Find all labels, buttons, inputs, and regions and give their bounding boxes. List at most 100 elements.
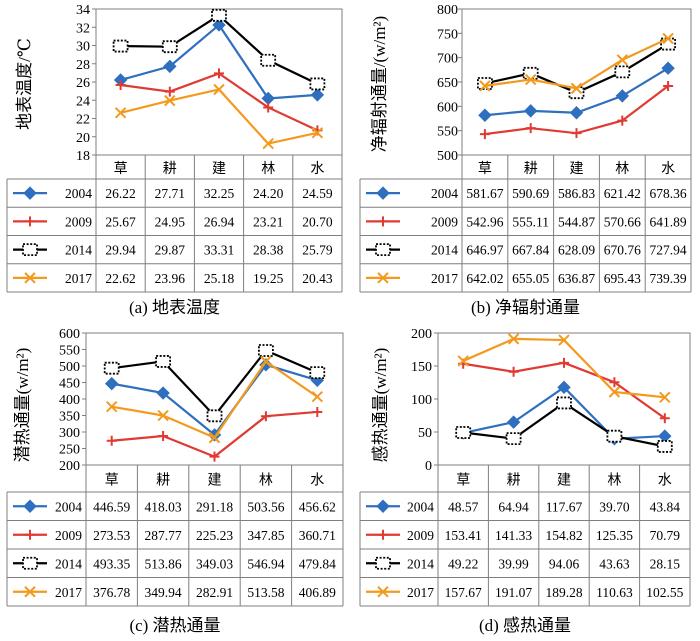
series-2017 bbox=[105, 355, 324, 444]
data-point-2017 bbox=[208, 431, 221, 444]
table-cell-value: 33.31 bbox=[204, 243, 234, 258]
table-cell-value: 479.84 bbox=[299, 556, 336, 571]
y-tick-label: 750 bbox=[437, 27, 458, 42]
table-cell-value: 503.56 bbox=[247, 499, 284, 514]
series-2004 bbox=[478, 61, 675, 122]
series-2004 bbox=[113, 18, 325, 106]
legend-label-2004: 2004 bbox=[407, 499, 434, 514]
chart-panel-1: 18 20 22 24 26 28 30 32 34 地表温度/℃ 草 耕 建 林 水 2004 26.22 27… bbox=[6, 3, 343, 317]
table-cell-value: 23.96 bbox=[155, 271, 186, 286]
table-cell-value: 695.43 bbox=[604, 271, 641, 286]
table-cell-value: 456.62 bbox=[299, 499, 336, 514]
series-2014 bbox=[476, 37, 676, 100]
table-cell-value: 513.86 bbox=[145, 556, 182, 571]
data-point-2014 bbox=[556, 396, 572, 410]
table-cell-value: 360.71 bbox=[299, 528, 336, 543]
data-point-2004 bbox=[523, 104, 538, 118]
category-label: 水 bbox=[658, 473, 672, 489]
data-point-2004 bbox=[478, 108, 492, 122]
table-cell-value: 628.09 bbox=[558, 243, 595, 258]
data-point-2009 bbox=[617, 115, 628, 126]
table-cell-value: 590.69 bbox=[512, 186, 549, 201]
table-cell-value: 347.85 bbox=[247, 528, 284, 543]
table-cell-value: 39.99 bbox=[498, 556, 529, 571]
table-cell-value: 141.33 bbox=[495, 528, 532, 543]
y-tick-label: 32 bbox=[76, 21, 90, 36]
legend-label-2009: 2009 bbox=[431, 214, 458, 229]
table-cell-value: 94.06 bbox=[549, 556, 580, 571]
table-cell-value: 406.89 bbox=[299, 585, 336, 600]
data-point-2009 bbox=[214, 68, 224, 79]
table-cell-value: 117.67 bbox=[546, 499, 583, 514]
data-point-2004 bbox=[104, 376, 119, 391]
y-tick-label: 100 bbox=[411, 393, 432, 408]
data-point-2017 bbox=[524, 73, 537, 86]
y-tick-label: 500 bbox=[437, 149, 458, 164]
y-tick-label: 150 bbox=[411, 360, 432, 375]
table-cell-value: 25.67 bbox=[105, 214, 136, 229]
category-label: 林 bbox=[259, 473, 273, 489]
y-tick-label: 200 bbox=[59, 459, 80, 474]
data-point-2017 bbox=[479, 80, 491, 92]
legend-label-2014: 2014 bbox=[431, 243, 458, 258]
table-cell-value: 23.21 bbox=[253, 214, 283, 229]
data-point-2017 bbox=[213, 83, 225, 96]
data-point-2014 bbox=[112, 39, 129, 53]
data-point-2004 bbox=[212, 18, 226, 32]
table-cell-value: 225.23 bbox=[196, 528, 233, 543]
table-cell-value: 636.87 bbox=[558, 271, 595, 286]
data-point-2004 bbox=[163, 59, 177, 74]
y-tick-label: 300 bbox=[59, 426, 80, 441]
legend-marker-2009 bbox=[25, 529, 35, 540]
y-tick-label: 30 bbox=[76, 40, 90, 55]
table-cell-value: 446.59 bbox=[93, 499, 130, 514]
legend-label-2017: 2017 bbox=[431, 271, 458, 286]
data-point-2009 bbox=[559, 357, 569, 368]
table-cell-value: 29.94 bbox=[105, 243, 136, 258]
table-cell-value: 376.78 bbox=[93, 585, 130, 600]
table-cell-value: 154.82 bbox=[545, 528, 582, 543]
legend-label-2017: 2017 bbox=[407, 585, 434, 600]
legend-marker-2014 bbox=[375, 556, 391, 570]
data-point-2017 bbox=[114, 107, 127, 119]
table-cell-value: 49.22 bbox=[448, 556, 478, 571]
table-cell-value: 678.36 bbox=[650, 186, 687, 201]
table-cell-value: 43.84 bbox=[650, 499, 681, 514]
data-point-2014 bbox=[455, 426, 472, 439]
table-cell-value: 291.18 bbox=[196, 499, 233, 514]
table-cell-value: 32.25 bbox=[204, 186, 235, 201]
data-point-2009 bbox=[260, 411, 271, 422]
y-tick-label: 26 bbox=[76, 76, 90, 91]
legend-label-2004: 2004 bbox=[55, 499, 82, 514]
data-point-2014 bbox=[309, 366, 326, 380]
table-cell-value: 544.87 bbox=[558, 214, 595, 229]
legend-marker-2017 bbox=[377, 586, 389, 598]
data-point-2014 bbox=[206, 409, 223, 423]
category-label: 建 bbox=[570, 161, 584, 177]
table-cell-value: 153.41 bbox=[445, 528, 482, 543]
data-point-2014 bbox=[505, 432, 522, 446]
y-axis-label: 感热通量(w/m²) bbox=[371, 348, 390, 463]
legend-marker-2004 bbox=[23, 186, 37, 200]
y-tick-label: 20 bbox=[76, 131, 90, 146]
series-2009 bbox=[115, 68, 323, 136]
table-cell-value: 191.07 bbox=[495, 585, 532, 600]
legend-marker-2014 bbox=[375, 243, 391, 257]
table-cell-value: 29.87 bbox=[155, 243, 186, 258]
data-point-2017 bbox=[659, 391, 671, 404]
data-point-2009 bbox=[106, 435, 117, 446]
series-2017 bbox=[114, 83, 324, 150]
series-line-2004 bbox=[120, 23, 318, 100]
series-line-2014 bbox=[111, 349, 318, 418]
data-point-2017 bbox=[262, 137, 274, 150]
y-tick-label: 50 bbox=[418, 426, 432, 441]
data-point-2004 bbox=[569, 106, 584, 120]
data-point-2004 bbox=[506, 415, 521, 429]
table-cell-value: 28.38 bbox=[253, 243, 284, 258]
data-point-2004 bbox=[661, 61, 675, 75]
y-tick-label: 400 bbox=[59, 393, 80, 408]
data-point-2014 bbox=[309, 77, 326, 91]
table-cell-value: 25.18 bbox=[204, 271, 235, 286]
table-cell-value: 70.79 bbox=[650, 528, 681, 543]
category-label: 耕 bbox=[156, 472, 170, 489]
